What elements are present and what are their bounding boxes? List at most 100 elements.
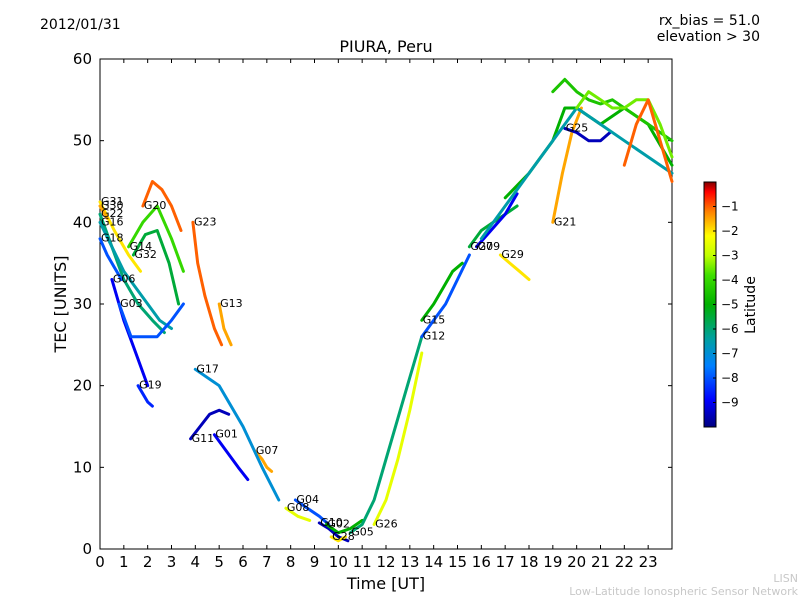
series-trace-g19 [136,384,154,408]
series-trace-g28 [329,535,347,543]
series-trace-g20 [141,180,183,232]
series-trace-g05 [348,335,424,535]
series-trace-g18 [98,237,123,281]
series-trace-g25 [563,126,612,143]
series-trace-g04 [293,498,331,526]
y-axis-label: TEC [UNITS] [51,256,70,354]
series-trace-g30 [98,204,109,220]
colorbar-tick-label: −4 [721,273,739,287]
x-tick-label: 15 [448,553,467,571]
x-tick-label: 22 [615,553,634,571]
series-trace-g14 [127,204,185,273]
y-tick-label: 30 [73,295,92,313]
x-tick-label: 3 [167,553,177,571]
satellite-label: G28 [332,530,355,543]
x-tick-label: 0 [95,553,105,571]
x-tick-label: 4 [191,553,201,571]
x-axis-label: Time [UT] [346,574,425,593]
y-tick-label: 60 [73,50,92,68]
series-trace-g16 [98,220,173,330]
y-tick-label: 50 [73,132,92,150]
satellite-label: G22 [101,207,124,220]
satellite-label: G03 [120,297,143,310]
series-trace-g08 [284,506,312,522]
x-tick-label: 11 [353,553,372,571]
x-tick-label: 6 [238,553,248,571]
date-text: 2012/01/31 [40,17,121,33]
series-trace-g09 [475,192,519,249]
series-trace-g26 [372,351,424,526]
x-tick-label: 5 [214,553,224,571]
x-tick-label: 10 [329,553,348,571]
series-trace-g12 [420,253,471,339]
series-trace-g01 [212,433,250,482]
series-trace-g11 [189,408,231,441]
colorbar-tick-label: −6 [721,322,739,336]
satellite-label: G14 [130,240,153,253]
colorbar-tick-label: −1 [721,200,739,214]
series-trace-g23 [191,220,224,347]
colorbar-tick-label: −8 [721,371,739,385]
satellite-label: G06 [113,273,136,286]
satellite-label: G25 [566,121,589,134]
x-tick-label: 12 [376,553,395,571]
satellite-label: G07 [256,444,279,457]
satellite-label: G26 [375,518,398,531]
satellite-label: G17 [196,362,219,375]
satellite-label: G05 [351,526,374,539]
satellite-label: G09 [478,240,501,253]
satellite-label: G18 [101,232,124,245]
colorbar-label: Latitude [743,276,759,334]
series-layer [98,77,674,543]
footer-line2: Low-Latitude Ionospheric Sensor Network [569,585,798,598]
y-tick-label: 10 [73,458,92,476]
satellite-label: G31 [101,195,124,208]
footer: LISN Low-Latitude Ionospheric Sensor Net… [569,572,798,598]
satellite-label: G15 [423,313,446,326]
x-tick-label: 2 [143,553,153,571]
satellite-label: G29 [501,248,524,261]
x-tick-label: 21 [591,553,610,571]
x-tick-label: 1 [119,553,129,571]
x-tick-label: 19 [543,553,562,571]
satellite-label: G11 [192,432,215,445]
series-trace-g17 [193,367,281,502]
satellite-label: G30 [101,199,124,212]
satellite-label: G16 [101,215,124,228]
series-trace-g07 [253,449,274,473]
x-tick-label: 7 [262,553,272,571]
rx-bias-text: rx_bias = 51.0 [658,13,760,29]
series-trace-g32 [131,229,181,306]
satellite-label: G20 [144,199,167,212]
satellite-label: G27 [470,240,493,253]
satellite-label: G23 [194,215,217,228]
x-tick-label: 8 [286,553,296,571]
series-trace-g21 [551,106,583,224]
colorbar-tick-label: −5 [721,298,739,312]
series-trace-g15 [420,261,464,322]
series-trace-t5 [622,98,674,183]
series-trace-g29 [498,253,531,281]
x-tick-label: 13 [400,553,419,571]
rx-bias-info: rx_bias = 51.0 elevation > 30 [657,13,760,45]
satellite-label: G02 [327,518,350,531]
satellite-label: G10 [320,516,343,529]
satellite-label: G13 [220,297,243,310]
x-tick-label: 17 [496,553,515,571]
satellite-label: G32 [134,248,157,261]
elevation-text: elevation > 30 [656,29,760,45]
y-tick-label: 0 [82,540,92,558]
chart-title: PIURA, Peru [339,37,433,56]
series-trace-g13 [217,302,233,347]
satellite-label: G01 [215,428,238,441]
x-tick-label: 23 [639,553,658,571]
y-tick-label: 20 [73,377,92,395]
x-tick-label: 14 [424,553,443,571]
colorbar-tick-label: −2 [721,224,739,238]
colorbar-tick-label: −3 [721,249,739,263]
colorbar-tick-label: −9 [721,396,739,410]
x-tick-label: 18 [519,553,538,571]
